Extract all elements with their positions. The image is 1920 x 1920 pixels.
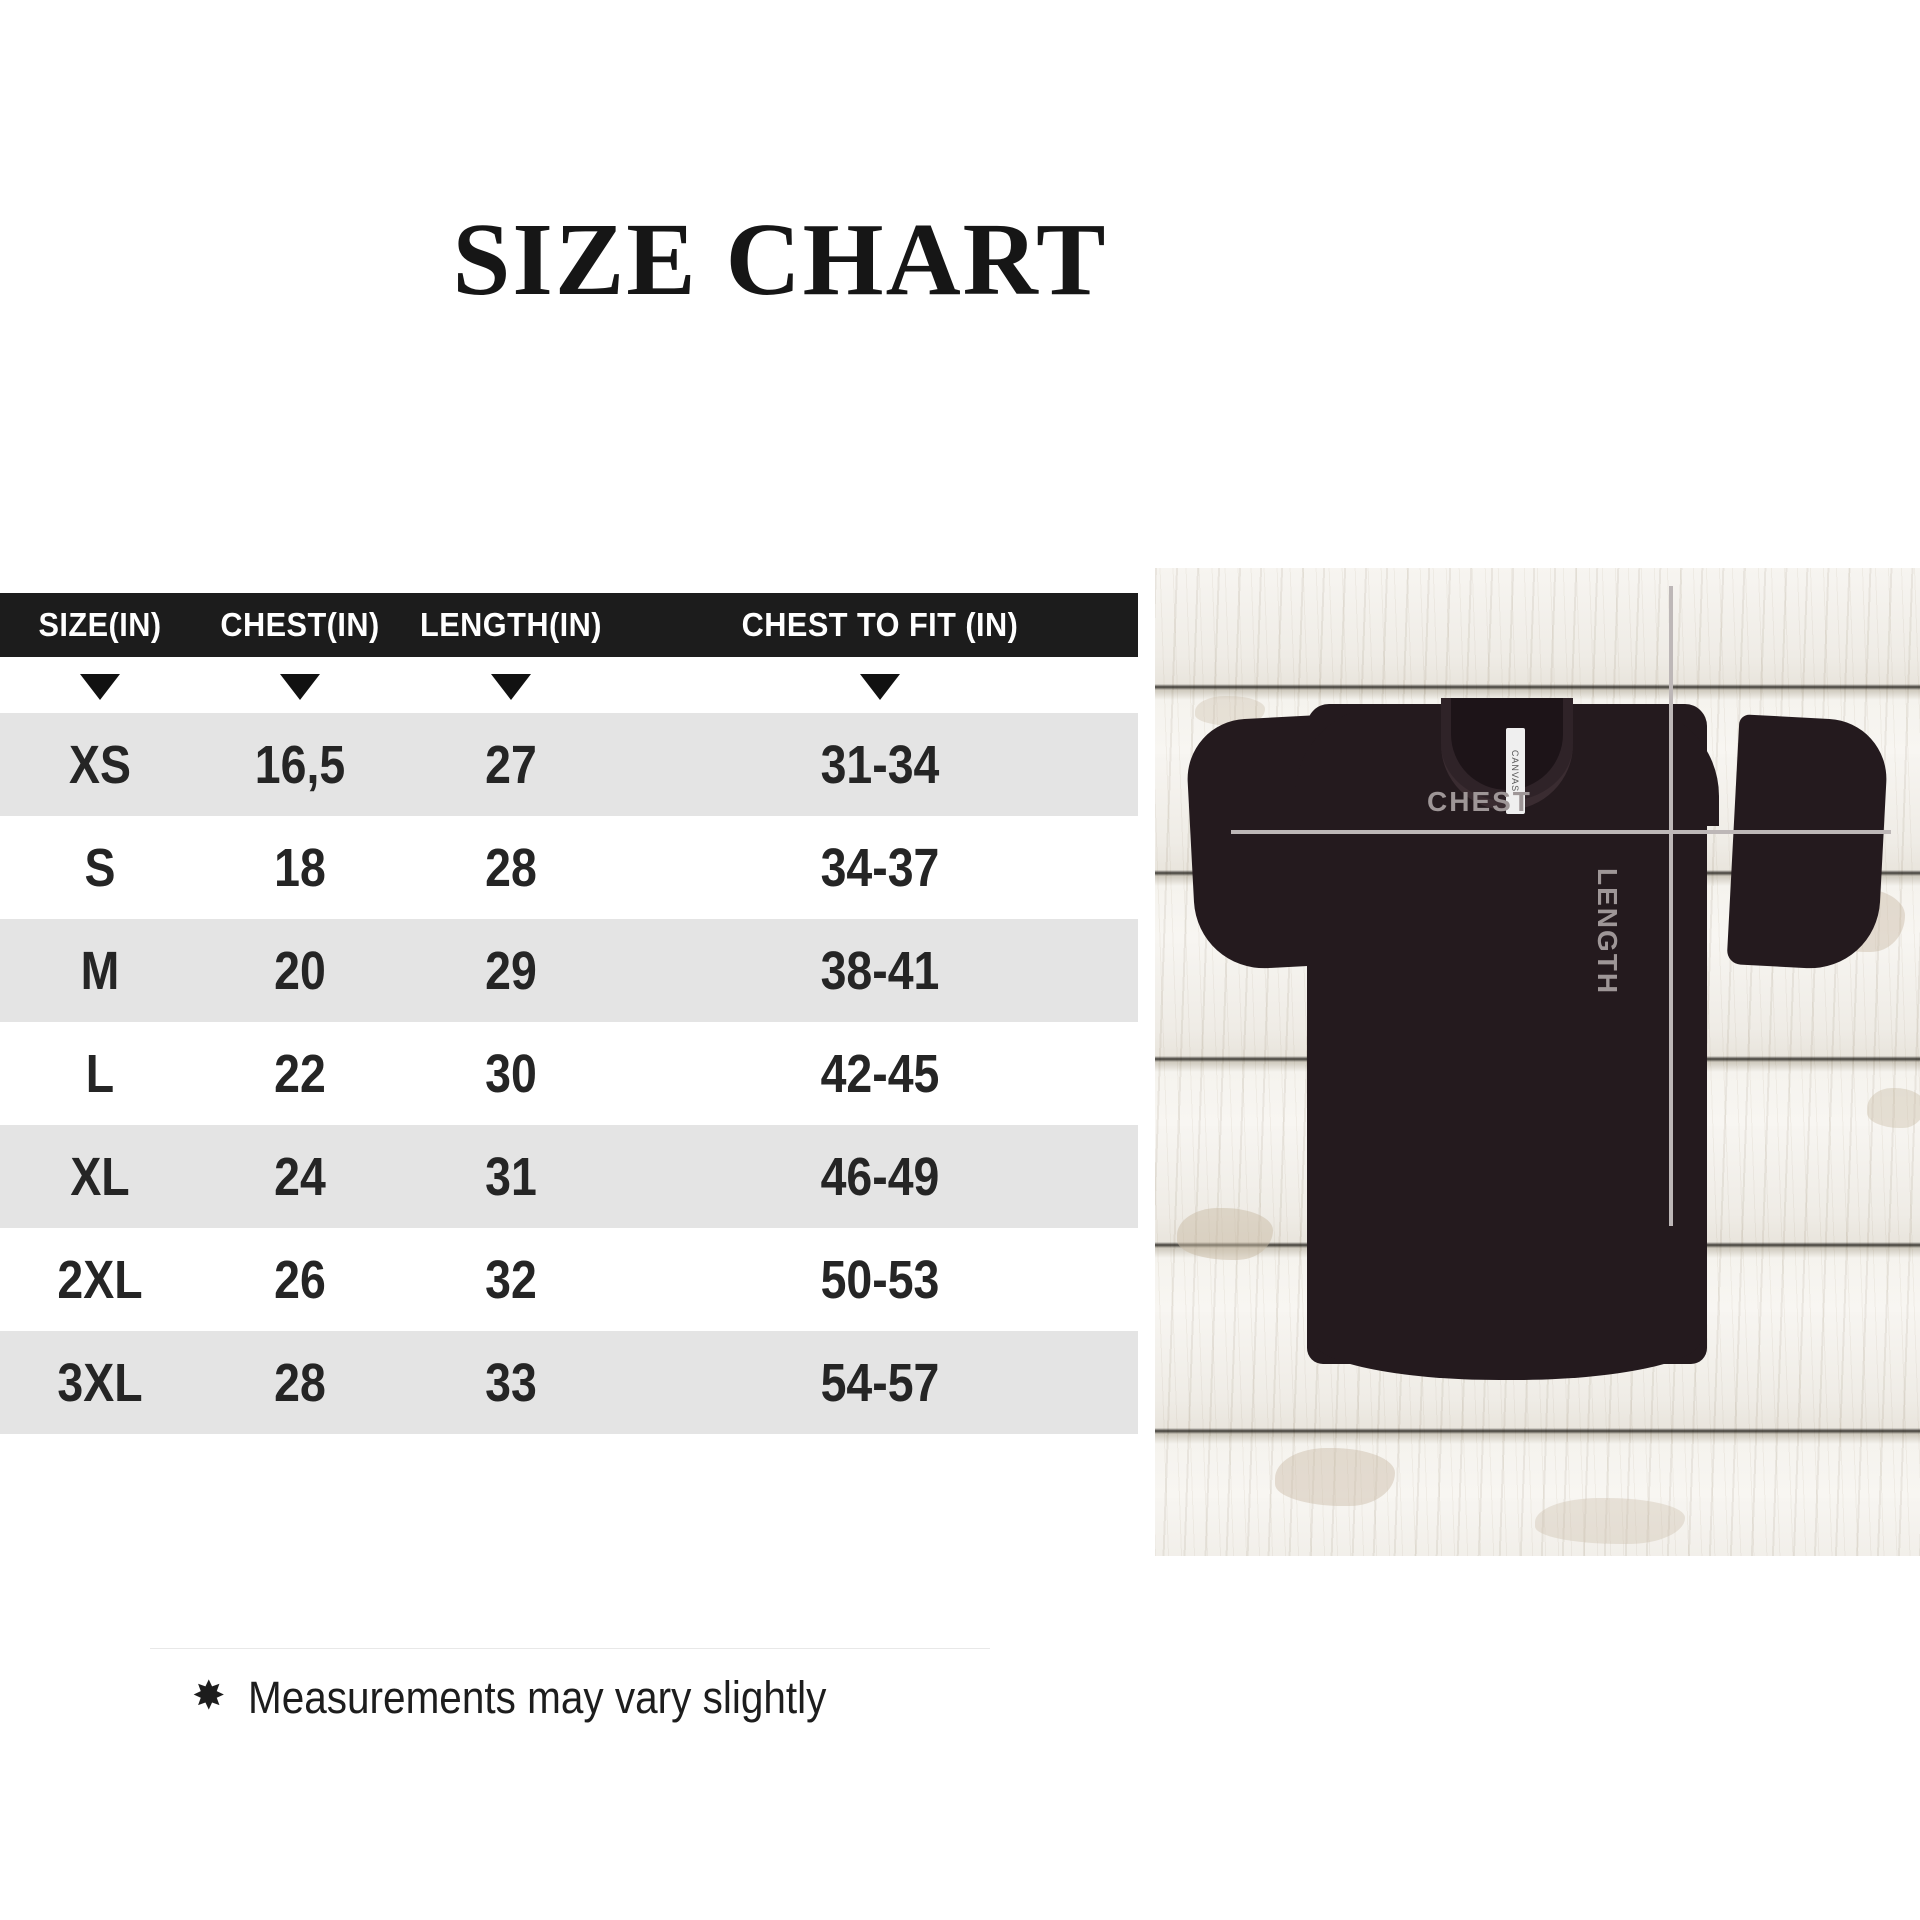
arrow-cell-size <box>0 670 200 700</box>
cell-length: 31 <box>485 1146 537 1207</box>
chest-measure-line <box>1231 830 1891 834</box>
arrow-cell-chest-to-fit <box>622 670 1138 700</box>
table-row: 3XL 28 33 54-57 <box>0 1331 1138 1434</box>
column-header-size: SIZE(IN) <box>38 606 162 643</box>
table-row: M 20 29 38-41 <box>0 919 1138 1022</box>
wood-wear-mark <box>1535 1498 1685 1544</box>
cell-size: S <box>84 837 116 898</box>
arrow-cell-length <box>400 670 622 700</box>
cell-chest: 26 <box>274 1249 326 1310</box>
down-triangle-icon <box>860 674 900 700</box>
length-measure-line <box>1669 586 1673 1226</box>
down-triangle-icon <box>280 674 320 700</box>
cell-length: 30 <box>485 1043 537 1104</box>
cell-chest: 24 <box>274 1146 326 1207</box>
cell-chest: 28 <box>274 1352 326 1413</box>
starburst-icon: ✸ <box>192 1674 226 1718</box>
table-header-row: SIZE(IN) CHEST(IN) LENGTH(IN) CHEST TO F… <box>0 593 1138 657</box>
footer-divider <box>150 1648 990 1649</box>
cell-chest: 20 <box>274 940 326 1001</box>
column-header-chest: CHEST(IN) <box>220 606 380 643</box>
tshirt-illustration: CANVAS CHEST LENGTH <box>1155 568 1920 1556</box>
cell-chest-to-fit: 38-41 <box>820 940 940 1001</box>
length-measure-label: LENGTH <box>1592 868 1623 996</box>
size-table: SIZE(IN) CHEST(IN) LENGTH(IN) CHEST TO F… <box>0 593 1138 1434</box>
cell-length: 28 <box>485 837 537 898</box>
cell-chest: 22 <box>274 1043 326 1104</box>
brand-label: CANVAS <box>1506 728 1525 814</box>
down-triangle-icon <box>491 674 531 700</box>
cell-size: 3XL <box>57 1352 143 1413</box>
arrow-cell-chest <box>200 670 400 700</box>
cell-length: 27 <box>485 734 537 795</box>
wood-wear-mark <box>1867 1088 1920 1128</box>
cell-chest-to-fit: 42-45 <box>820 1043 940 1104</box>
cell-chest-to-fit: 46-49 <box>820 1146 940 1207</box>
cell-size: L <box>85 1043 115 1104</box>
cell-size: 2XL <box>57 1249 143 1310</box>
cell-chest-to-fit: 54-57 <box>820 1352 940 1413</box>
cell-length: 32 <box>485 1249 537 1310</box>
cell-chest-to-fit: 34-37 <box>820 837 940 898</box>
table-row: L 22 30 42-45 <box>0 1022 1138 1125</box>
cell-chest-to-fit: 31-34 <box>820 734 940 795</box>
table-row: S 18 28 34-37 <box>0 816 1138 919</box>
wood-wear-mark <box>1177 1208 1273 1260</box>
table-row: XS 16,5 27 31-34 <box>0 713 1138 816</box>
column-arrow-row <box>0 657 1138 713</box>
cell-chest: 16,5 <box>254 734 346 795</box>
table-row: 2XL 26 32 50-53 <box>0 1228 1138 1331</box>
tshirt-photo: CANVAS CHEST LENGTH <box>1155 568 1920 1556</box>
down-triangle-icon <box>80 674 120 700</box>
wood-wear-mark <box>1275 1448 1395 1506</box>
footnote: ✸ Measurements may vary slightly <box>192 1672 890 1724</box>
cell-chest-to-fit: 50-53 <box>820 1249 940 1310</box>
chest-measure-label: CHEST <box>1427 786 1532 817</box>
cell-length: 33 <box>485 1352 537 1413</box>
table-row: XL 24 31 46-49 <box>0 1125 1138 1228</box>
cell-length: 29 <box>485 940 537 1001</box>
cell-size: XL <box>70 1146 130 1207</box>
footnote-text: Measurements may vary slightly <box>247 1672 826 1723</box>
column-header-chest-to-fit: CHEST TO FIT (IN) <box>741 606 1019 643</box>
cell-size: M <box>80 940 120 1001</box>
column-header-length: LENGTH(IN) <box>420 606 602 643</box>
tshirt-right-sleeve <box>1726 714 1890 972</box>
page-title: SIZE CHART <box>452 202 1108 317</box>
cell-chest: 18 <box>274 837 326 898</box>
cell-size: XS <box>69 734 131 795</box>
